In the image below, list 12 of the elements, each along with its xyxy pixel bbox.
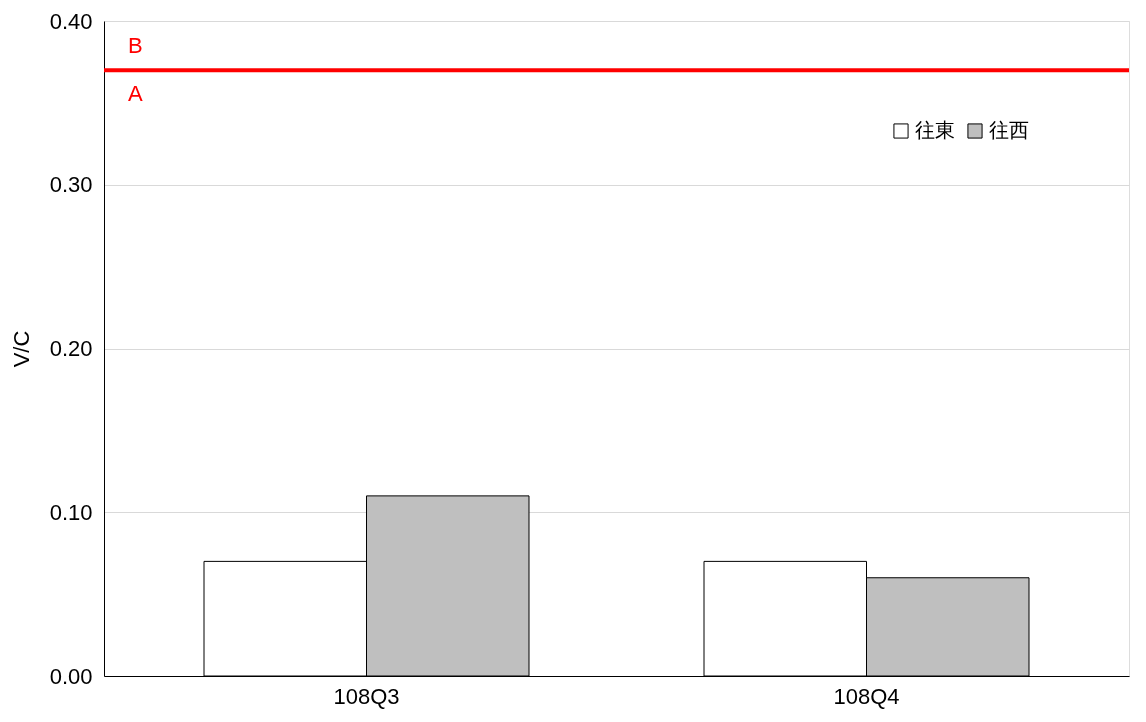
- annotation: A: [128, 81, 143, 107]
- legend-label: 往西: [989, 119, 1029, 141]
- y-axis-title: V/C: [8, 330, 34, 368]
- x-tick-label: 108Q3: [333, 683, 400, 709]
- y-tick-label: 0.20: [49, 336, 93, 361]
- legend-label: 往東: [915, 119, 955, 141]
- y-tick-label: 0.40: [49, 8, 93, 34]
- annotation: B: [128, 33, 143, 59]
- y-tick-label: 0.00: [49, 663, 93, 689]
- y-tick-label: 0.10: [49, 499, 93, 525]
- y-tick-label: 0.30: [49, 172, 93, 198]
- x-tick-label: 108Q4: [833, 683, 900, 709]
